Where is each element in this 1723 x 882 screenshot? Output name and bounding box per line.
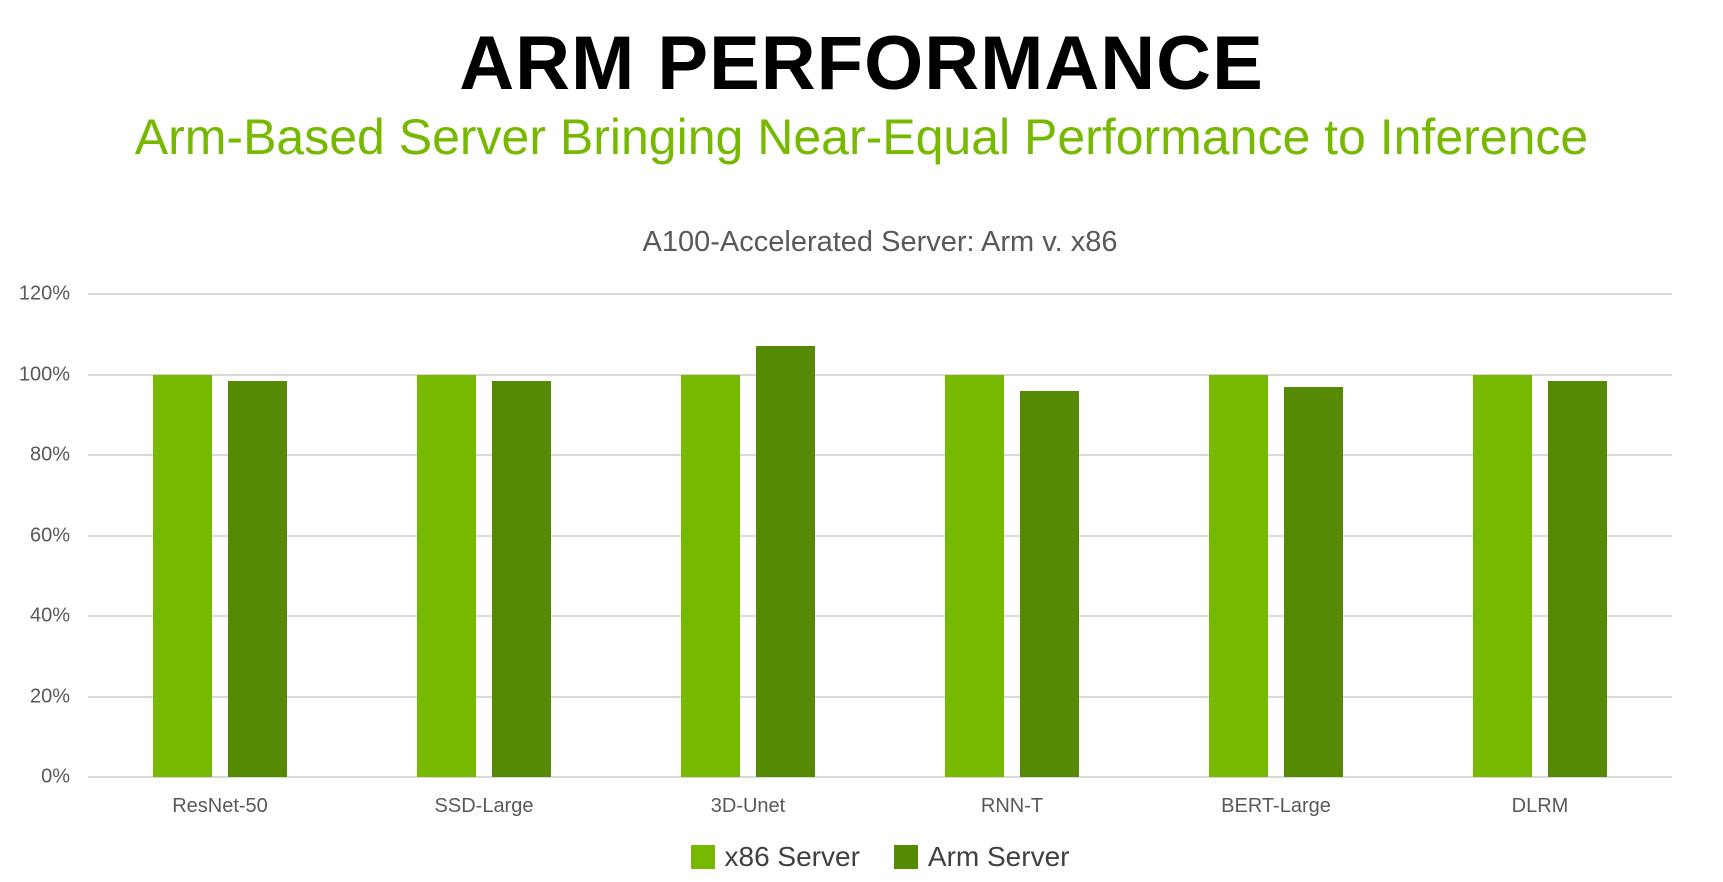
legend: x86 Server Arm Server xyxy=(88,841,1672,873)
bar-group-3d-unet xyxy=(681,294,815,777)
y-tick-label-100: 100% xyxy=(18,363,70,385)
bar-x86-server-dlrm xyxy=(1473,374,1532,777)
bar-arm-server-resnet-50 xyxy=(228,380,287,777)
x-tick-label-ssd-large: SSD-Large xyxy=(434,795,534,817)
bar-arm-server-ssd-large xyxy=(492,380,551,777)
x-tick-label-resnet-50: ResNet-50 xyxy=(172,795,268,817)
bar-x86-server-ssd-large xyxy=(417,374,476,777)
bar-arm-server-rnn-t xyxy=(1020,390,1079,777)
x-tick-label-bert-large: BERT-Large xyxy=(1221,795,1331,817)
bar-x86-server-bert-large xyxy=(1209,374,1268,777)
chart-title: A100-Accelerated Server: Arm v. x86 xyxy=(642,226,1118,258)
gridline-20 xyxy=(88,695,1672,698)
x-tick-label-rnn-t: RNN-T xyxy=(980,795,1044,817)
x-axis-labels: ResNet-50 SSD-Large 3D-Unet RNN-T BERT-Large… xyxy=(88,795,1672,818)
gridline-100 xyxy=(88,373,1672,376)
bar-x86-server-resnet-50 xyxy=(153,374,212,777)
bar-arm-server-dlrm xyxy=(1548,380,1607,777)
legend-item-arm-server: Arm Server xyxy=(893,841,1070,873)
y-tick-label-0: 0% xyxy=(41,765,70,788)
page-subtitle: Arm-Based Server Bringing Near-Equal Per… xyxy=(134,109,1589,165)
x-tick-label-dlrm: DLRM xyxy=(1511,795,1569,817)
bar-arm-server-3d-unet xyxy=(756,346,815,777)
gridline-60 xyxy=(88,534,1672,537)
y-tick-label-80: 80% xyxy=(29,443,70,466)
gridline-120 xyxy=(88,293,1672,295)
bar-x86-server-3d-unet xyxy=(681,374,740,777)
gridline-80 xyxy=(88,454,1672,457)
bar-group-ssd-large xyxy=(417,294,551,777)
y-tick-label-120: 120% xyxy=(18,282,70,305)
legend-label-arm-server: Arm Server xyxy=(927,841,1070,872)
y-axis-labels: 0% 20% 40% 60% 80% 100% 120% xyxy=(0,283,76,788)
y-tick-label-60: 60% xyxy=(29,524,70,546)
bar-group-bert-large xyxy=(1209,294,1343,777)
bar-x86-server-rnn-t xyxy=(945,374,1004,777)
legend-swatch-x86-server xyxy=(690,845,715,869)
bar-arm-server-bert-large xyxy=(1284,386,1343,777)
bar-groups xyxy=(88,294,1672,777)
gridline-0 xyxy=(88,776,1672,778)
legend-swatch-arm-server xyxy=(893,845,918,869)
bar-group-resnet-50 xyxy=(153,294,287,777)
gridline-40 xyxy=(88,615,1672,618)
x-tick-label-3d-unet: 3D-Unet xyxy=(710,795,786,817)
y-tick-label-20: 20% xyxy=(29,685,70,708)
legend-label-x86-server: x86 Server xyxy=(724,841,860,872)
legend-item-x86-server: x86 Server xyxy=(690,841,860,873)
y-tick-label-40: 40% xyxy=(29,604,70,627)
plot-area xyxy=(88,293,1672,778)
page-title: ARM PERFORMANCE xyxy=(459,21,1264,106)
bar-group-dlrm xyxy=(1473,294,1607,777)
bar-group-rnn-t xyxy=(945,294,1079,777)
